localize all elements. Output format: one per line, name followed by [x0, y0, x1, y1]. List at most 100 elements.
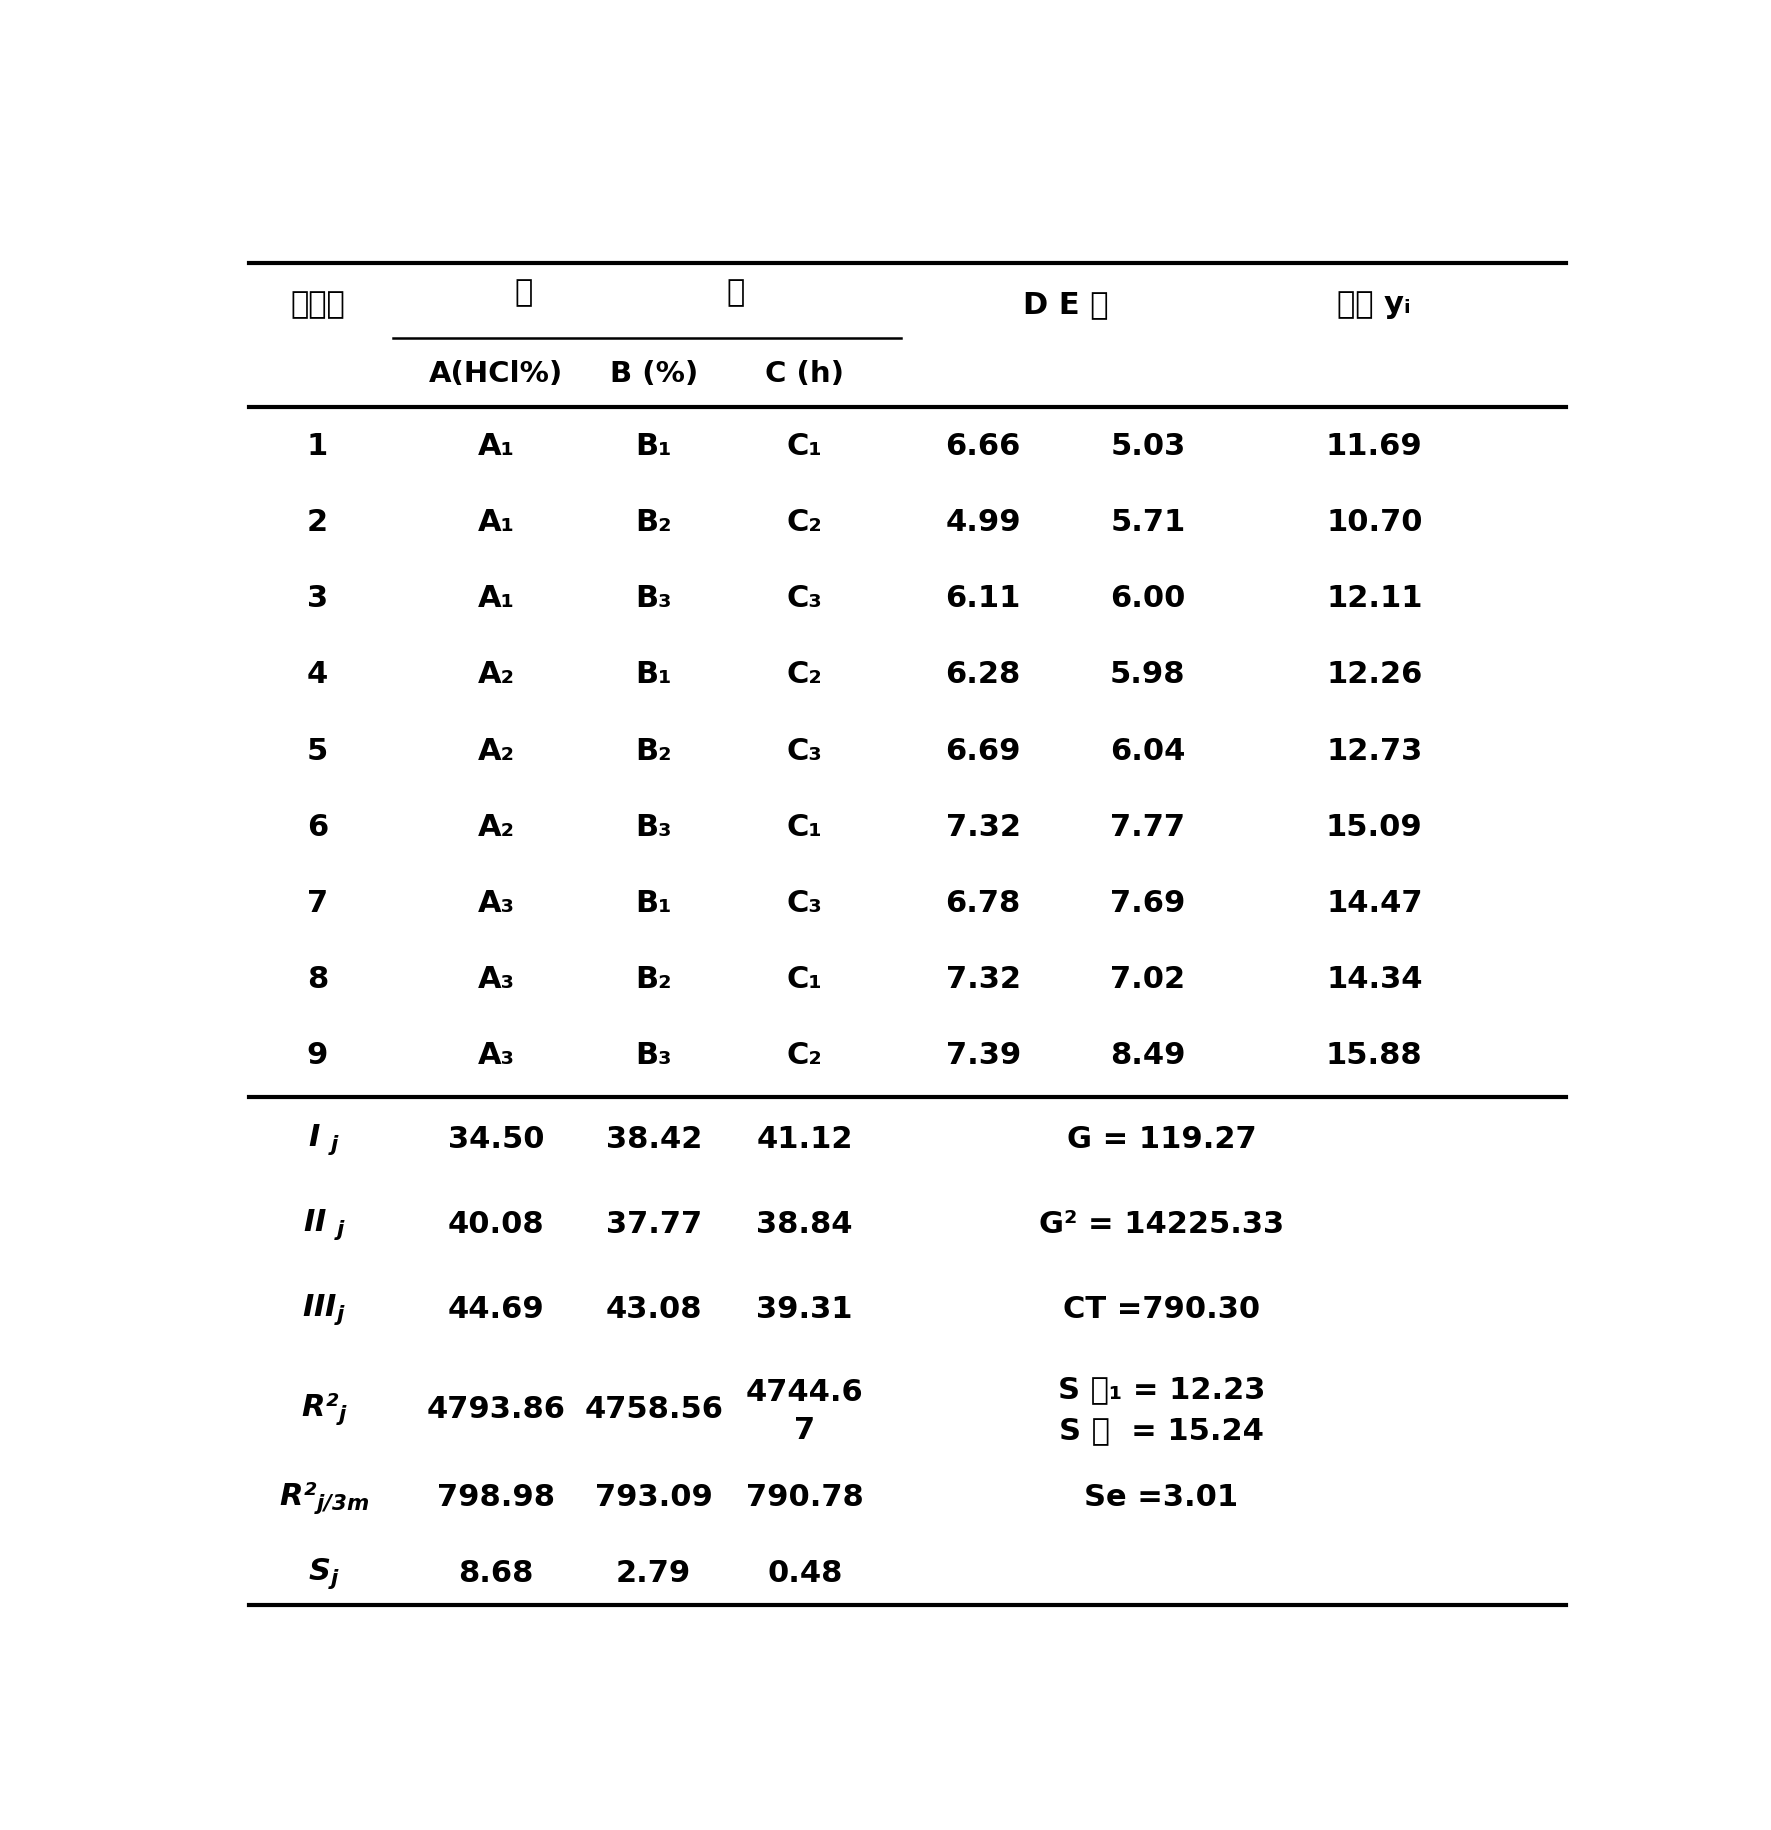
Text: 3: 3	[306, 584, 328, 613]
Text: C (h): C (h)	[765, 359, 845, 388]
Text: 试验号: 试验号	[290, 289, 345, 318]
Text: CT =790.30: CT =790.30	[1063, 1294, 1261, 1323]
Text: 5.03: 5.03	[1110, 432, 1185, 461]
Text: C₂: C₂	[786, 507, 822, 536]
Text: 6.78: 6.78	[946, 889, 1020, 917]
Text: B₂: B₂	[636, 507, 671, 536]
Text: B₃: B₃	[636, 1041, 671, 1071]
Text: 793.09: 793.09	[595, 1482, 712, 1512]
Text: S$_\mathregular{j}$: S$_\mathregular{j}$	[308, 1556, 340, 1590]
Text: 7.39: 7.39	[946, 1041, 1020, 1071]
Text: 12.11: 12.11	[1326, 584, 1422, 613]
Text: 6.11: 6.11	[946, 584, 1020, 613]
Text: B₁: B₁	[636, 432, 671, 461]
Text: A₂: A₂	[478, 661, 514, 688]
Text: 8: 8	[306, 964, 328, 994]
Text: 素: 素	[726, 278, 746, 307]
Text: A₁: A₁	[478, 432, 514, 461]
Text: C₁: C₁	[786, 813, 822, 842]
Text: 790.78: 790.78	[746, 1482, 864, 1512]
Text: 7.32: 7.32	[946, 964, 1020, 994]
Text: 5.98: 5.98	[1110, 661, 1185, 688]
Text: 14.34: 14.34	[1326, 964, 1422, 994]
Text: III$_\mathregular{j}$: III$_\mathregular{j}$	[303, 1292, 347, 1327]
Text: C₁: C₁	[786, 432, 822, 461]
Text: 11.69: 11.69	[1326, 432, 1422, 461]
Text: B₃: B₃	[636, 584, 671, 613]
Text: 798.98: 798.98	[437, 1482, 554, 1512]
Text: A₃: A₃	[478, 1041, 514, 1071]
Text: 9: 9	[306, 1041, 328, 1071]
Text: B₁: B₁	[636, 661, 671, 688]
Text: 6.66: 6.66	[946, 432, 1020, 461]
Text: 4793.86: 4793.86	[427, 1394, 565, 1424]
Text: 6: 6	[306, 813, 328, 842]
Text: A(HCl%): A(HCl%)	[429, 359, 563, 388]
Text: 7.69: 7.69	[1110, 889, 1185, 917]
Text: 4744.6: 4744.6	[746, 1378, 864, 1405]
Text: 5.71: 5.71	[1110, 507, 1185, 536]
Text: S 总₁ = 12.23: S 总₁ = 12.23	[1057, 1374, 1264, 1404]
Text: B₃: B₃	[636, 813, 671, 842]
Text: B (%): B (%)	[609, 359, 698, 388]
Text: 4.99: 4.99	[946, 507, 1020, 536]
Text: C₂: C₂	[786, 1041, 822, 1071]
Text: 41.12: 41.12	[756, 1125, 854, 1153]
Text: B₁: B₁	[636, 889, 671, 917]
Text: 44.69: 44.69	[448, 1294, 544, 1323]
Text: D E 值: D E 值	[1022, 289, 1109, 318]
Text: 7: 7	[306, 889, 328, 917]
Text: II $_\mathregular{j}$: II $_\mathregular{j}$	[303, 1206, 345, 1241]
Text: 合计 yᵢ: 合计 yᵢ	[1337, 289, 1411, 318]
Text: 6.04: 6.04	[1110, 736, 1185, 765]
Text: 7.32: 7.32	[946, 813, 1020, 842]
Text: 因: 因	[514, 278, 533, 307]
Text: S 总  = 15.24: S 总 = 15.24	[1059, 1416, 1264, 1444]
Text: A₁: A₁	[478, 584, 514, 613]
Text: 7.77: 7.77	[1110, 813, 1185, 842]
Text: 4: 4	[306, 661, 328, 688]
Text: 2: 2	[306, 507, 328, 536]
Text: 6.00: 6.00	[1110, 584, 1185, 613]
Text: A₃: A₃	[478, 964, 514, 994]
Text: 14.47: 14.47	[1326, 889, 1422, 917]
Text: 34.50: 34.50	[448, 1125, 544, 1153]
Text: 4758.56: 4758.56	[584, 1394, 723, 1424]
Text: 38.84: 38.84	[756, 1210, 854, 1239]
Text: 7: 7	[793, 1416, 815, 1444]
Text: A₃: A₃	[478, 889, 514, 917]
Text: C₃: C₃	[786, 889, 822, 917]
Text: 12.26: 12.26	[1326, 661, 1422, 688]
Text: 43.08: 43.08	[606, 1294, 701, 1323]
Text: A₂: A₂	[478, 736, 514, 765]
Text: 10.70: 10.70	[1326, 507, 1422, 536]
Text: A₁: A₁	[478, 507, 514, 536]
Text: 39.31: 39.31	[756, 1294, 854, 1323]
Text: C₃: C₃	[786, 736, 822, 765]
Text: 8.68: 8.68	[459, 1557, 533, 1587]
Text: C₂: C₂	[786, 661, 822, 688]
Text: R²$_\mathregular{j/3m}$: R²$_\mathregular{j/3m}$	[280, 1479, 370, 1515]
Text: 15.88: 15.88	[1326, 1041, 1422, 1071]
Text: 6.69: 6.69	[946, 736, 1020, 765]
Text: G² = 14225.33: G² = 14225.33	[1040, 1210, 1284, 1239]
Text: 38.42: 38.42	[606, 1125, 701, 1153]
Text: 1: 1	[306, 432, 328, 461]
Text: 0.48: 0.48	[767, 1557, 843, 1587]
Text: C₁: C₁	[786, 964, 822, 994]
Text: R²$_\mathregular{j}$: R²$_\mathregular{j}$	[301, 1391, 347, 1427]
Text: 15.09: 15.09	[1326, 813, 1422, 842]
Text: Se =3.01: Se =3.01	[1084, 1482, 1238, 1512]
Text: G = 119.27: G = 119.27	[1066, 1125, 1256, 1153]
Text: 6.28: 6.28	[946, 661, 1020, 688]
Text: 8.49: 8.49	[1110, 1041, 1185, 1071]
Text: A₂: A₂	[478, 813, 514, 842]
Text: 12.73: 12.73	[1326, 736, 1422, 765]
Text: C₃: C₃	[786, 584, 822, 613]
Text: 2.79: 2.79	[616, 1557, 691, 1587]
Text: 40.08: 40.08	[448, 1210, 544, 1239]
Text: 37.77: 37.77	[606, 1210, 701, 1239]
Text: B₂: B₂	[636, 964, 671, 994]
Text: 7.02: 7.02	[1110, 964, 1185, 994]
Text: 5: 5	[306, 736, 328, 765]
